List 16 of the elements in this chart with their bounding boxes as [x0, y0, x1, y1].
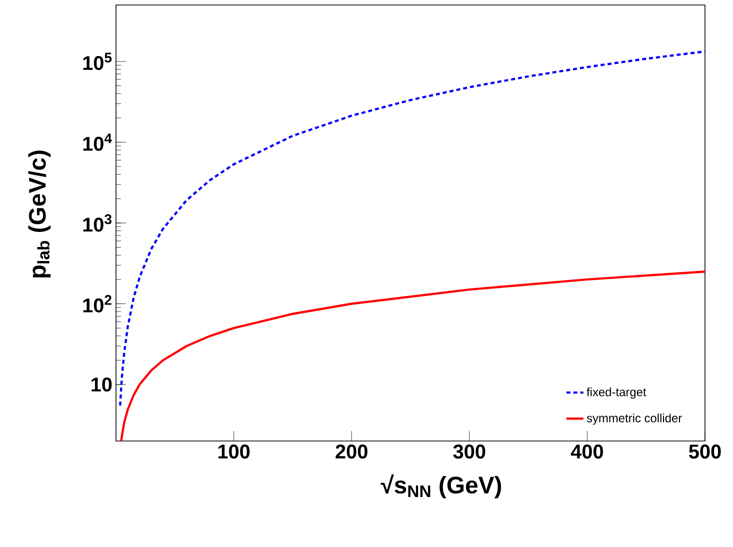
x-tick-label: 100: [218, 444, 250, 459]
x-tick-label: 400: [570, 444, 603, 459]
line-series: [120, 270, 705, 441]
y-tick-label: 10$^{4}$: [83, 134, 112, 151]
y-tick-label: 10$^{5}$: [83, 52, 112, 70]
x-axis-title: √s$_{NN}$ (GeV): [380, 474, 502, 498]
legend-label: fixed-target: [586, 387, 646, 399]
y-tick-label: 10: [92, 377, 112, 392]
x-tick-label: 500: [688, 444, 721, 459]
y-tick-label: 10$^{2}$: [83, 295, 112, 312]
y-axis-title: p$_{lab}$ (GeV/c): [28, 150, 51, 278]
legend-label: symmetric collider: [586, 414, 682, 425]
x-tick-label: 300: [453, 444, 486, 459]
line-series: [119, 50, 705, 407]
x-tick-label: 200: [336, 444, 368, 459]
y-tick-label: 10$^{3}$: [83, 214, 112, 232]
